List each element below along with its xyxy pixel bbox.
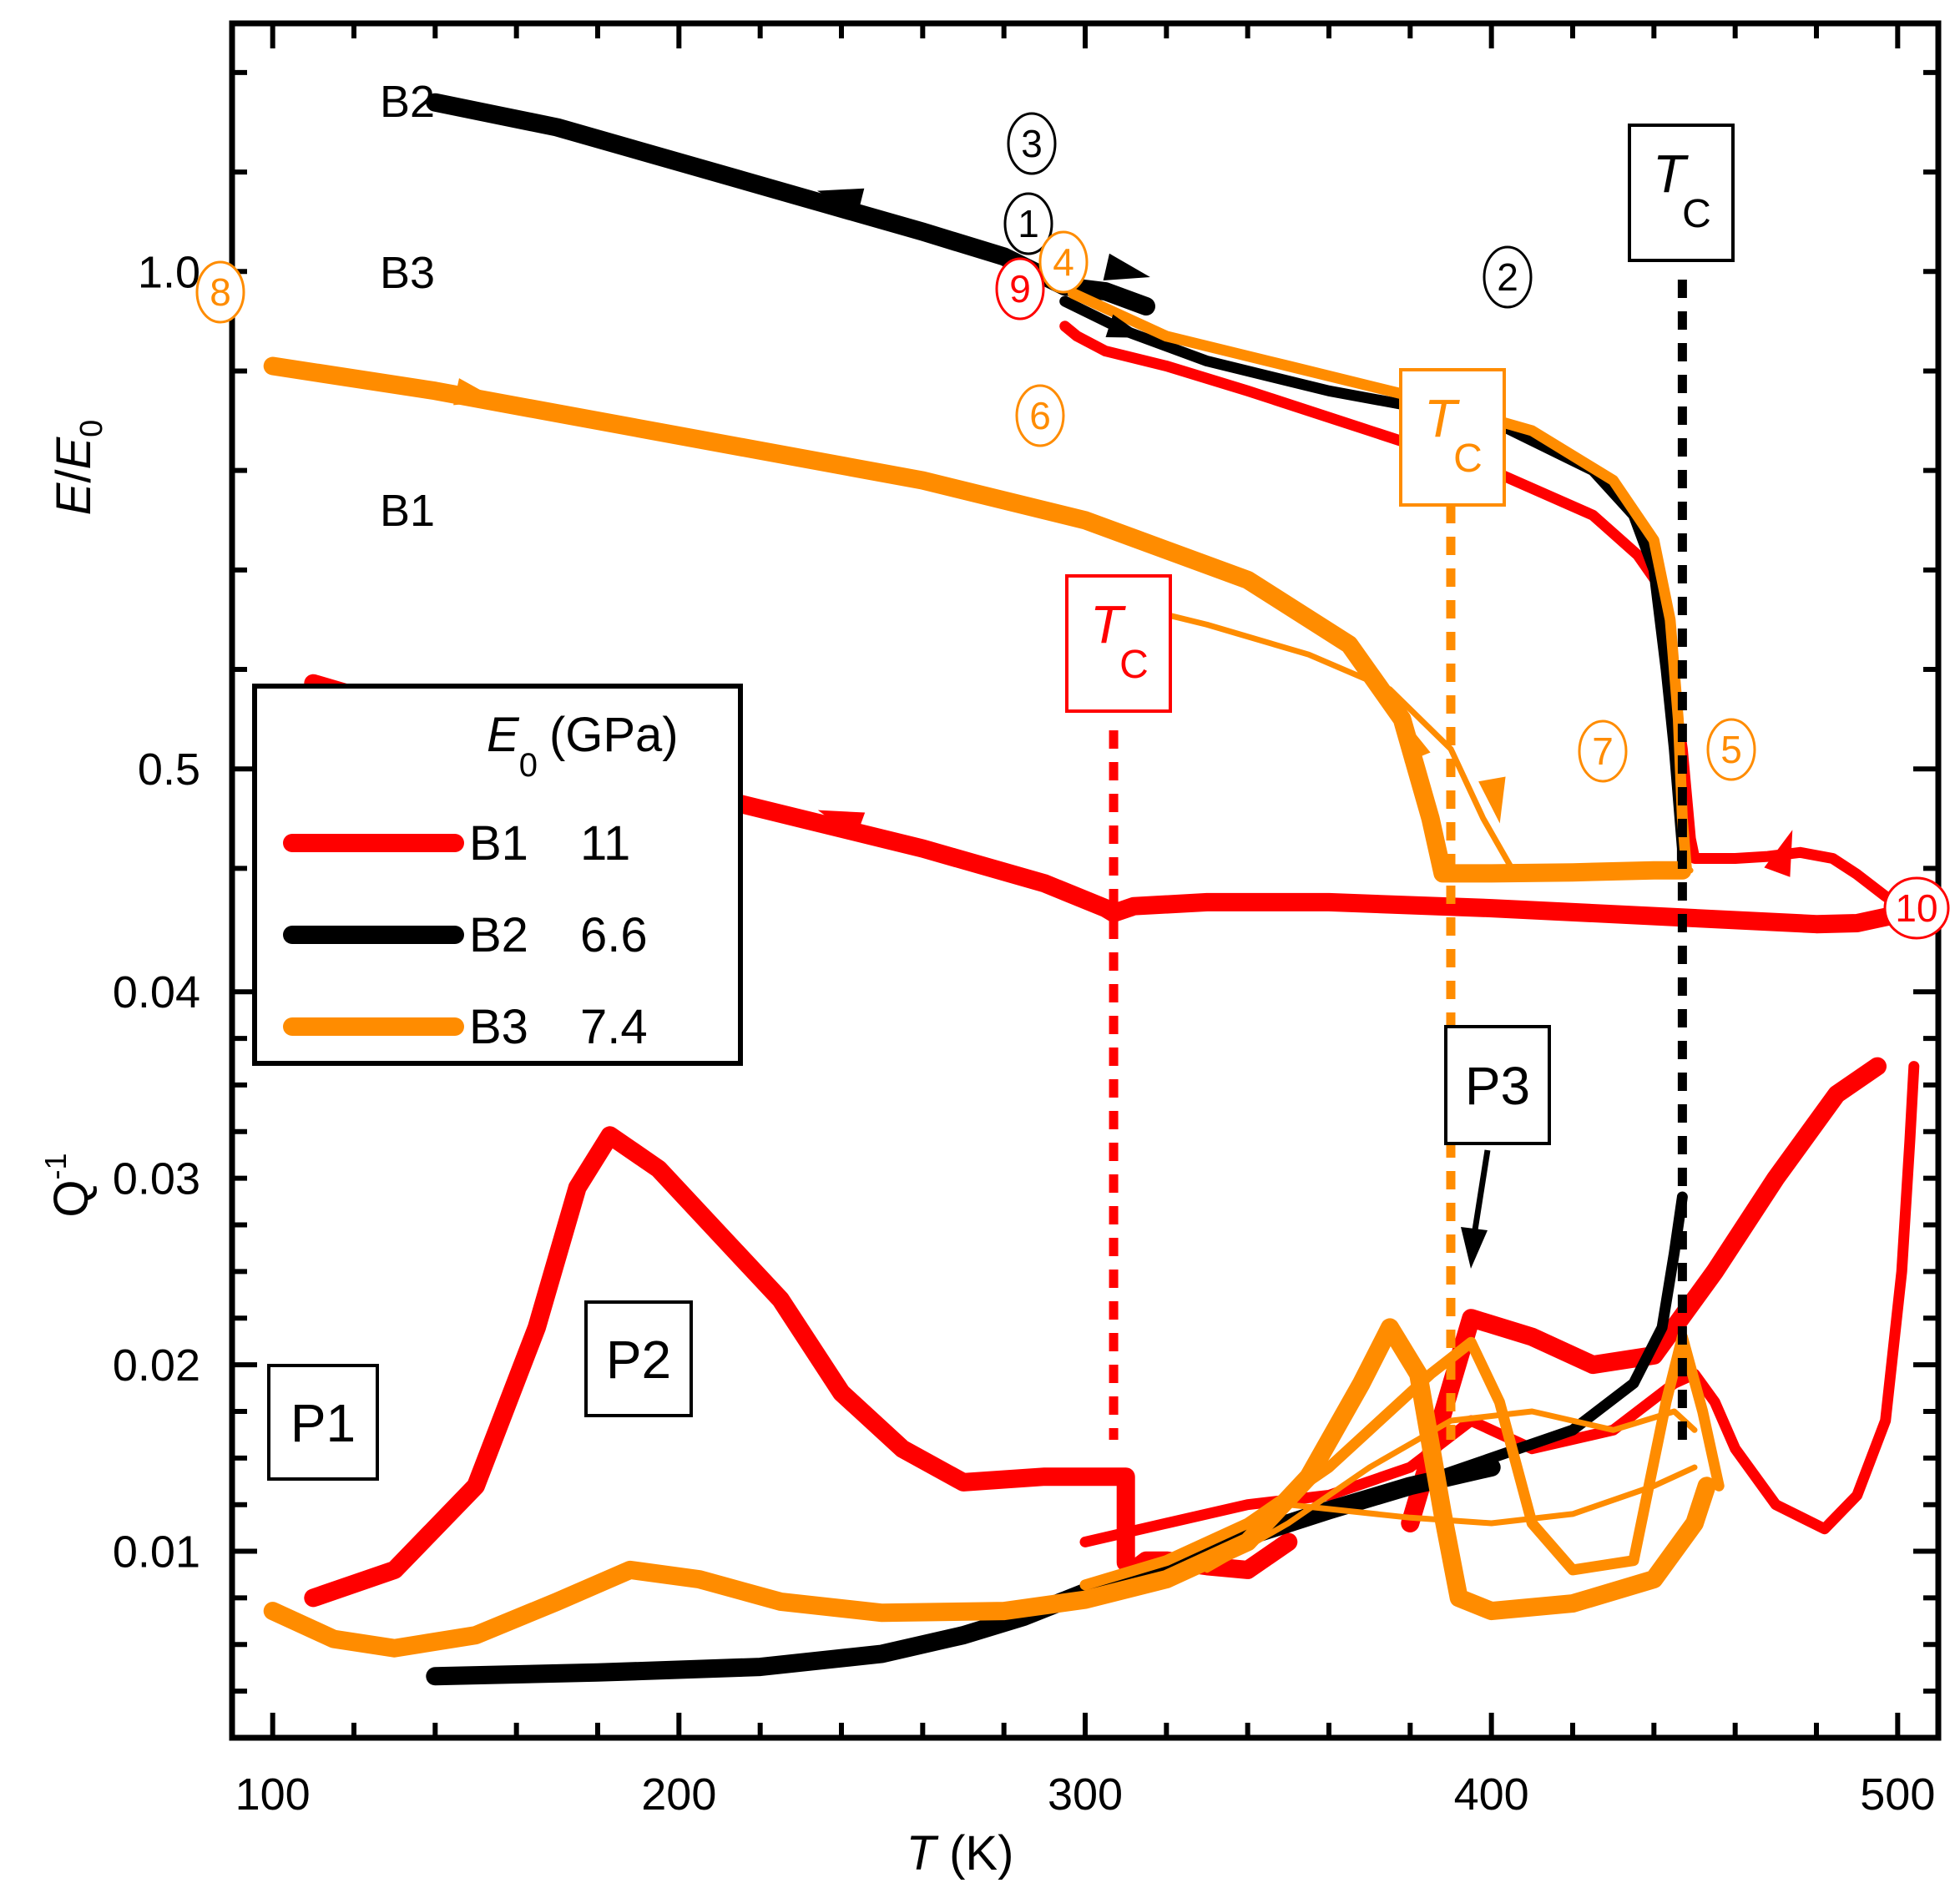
peak-label-p3: P3 [1465, 1056, 1530, 1116]
tc-box-b3 [1399, 368, 1506, 507]
step-marker-7 [1578, 719, 1628, 783]
legend-value-b3: 7.4 [580, 1000, 648, 1054]
legend-name-b1: B1 [469, 816, 528, 871]
curve-label-b2: B2 [380, 77, 435, 127]
y-tick-label-top: 0.5 [138, 745, 200, 795]
legend-name-b2: B2 [469, 908, 528, 962]
peak-label-p1: P1 [290, 1393, 356, 1453]
tc-box-b2 [1628, 124, 1735, 262]
damping-b3-curve-2 [1079, 1331, 1725, 1591]
x-tick-label: 300 [1048, 1769, 1123, 1820]
y-tick-label-bottom: 0.02 [113, 1340, 200, 1391]
damping-b2-curve-2 [1323, 1191, 1688, 1520]
step-marker-label-8: 8 [210, 270, 231, 314]
step-marker-label-7: 7 [1592, 729, 1614, 773]
step-marker-label-3: 3 [1021, 122, 1043, 165]
y-tick-label-bottom: 0.01 [113, 1527, 200, 1578]
transition-lines [1109, 280, 1687, 1440]
peak-box-p3 [1444, 1025, 1551, 1145]
y-tick-label-bottom: 0.04 [113, 967, 200, 1017]
damping-b1-curve-2 [1079, 1061, 1920, 1547]
x-tick-label: 100 [235, 1769, 311, 1820]
step-marker-1 [1003, 192, 1053, 255]
step-marker-label-2: 2 [1497, 255, 1518, 299]
curve-label-b3: B3 [380, 248, 435, 298]
peak-label-p2: P2 [606, 1330, 671, 1390]
labels: 100 200 300 400 500 0.5 1.0 0.01 0.02 0.03 0.04 T (… [38, 77, 1950, 1880]
peak-box-p1 [267, 1364, 379, 1481]
x-tick-label: 500 [1860, 1769, 1935, 1820]
b1-cooling-arrow-icon [817, 810, 866, 839]
legend-value-b2: 6.6 [580, 908, 648, 962]
b2-heating-arrow-icon [1103, 253, 1150, 280]
step-marker-9 [995, 257, 1045, 321]
damping-b3-curve-1 [263, 1318, 1716, 1658]
x-tick-label: 200 [641, 1769, 716, 1820]
step-marker-label-10: 10 [1895, 886, 1937, 930]
b1-heating-arrow-icon [1764, 830, 1793, 877]
damping-b3-curve-4 [1285, 1464, 1698, 1527]
y-tick-label-top: 1.0 [138, 247, 200, 297]
b3-heating-arrow-2-icon [1478, 776, 1506, 824]
step-marker-label-9: 9 [1009, 267, 1031, 310]
bottom-y-axis-title: Q-1 [38, 1153, 99, 1217]
legend-value-b1: 11 [580, 816, 630, 871]
legend-title: E0(GPa) [487, 708, 679, 784]
step-marker-10 [1883, 876, 1950, 940]
modulus-b3-curve-3 [263, 356, 1692, 883]
b2-cooling-arrow-icon [816, 188, 865, 215]
b2-heating-arrow-2-icon [1105, 314, 1147, 338]
step-marker-label-1: 1 [1018, 202, 1039, 245]
direction-arrows [453, 188, 1793, 877]
step-marker-2 [1483, 245, 1533, 309]
p3-pointer-arrowhead-icon [1461, 1227, 1488, 1269]
legend-box [252, 684, 743, 1066]
step-marker-8 [195, 260, 245, 324]
x-axis-title: T (K) [907, 1826, 1014, 1880]
curves [263, 93, 1920, 1686]
legend: E0(GPa) B1 11 B2 6.6 B3 7.4 [252, 684, 743, 1066]
step-marker-label-5: 5 [1720, 728, 1742, 771]
b3-cooling-arrow-icon [1401, 715, 1431, 763]
step-marker-3 [1007, 112, 1057, 175]
tc-box-b1 [1065, 574, 1172, 713]
step-marker-4 [1038, 230, 1089, 294]
step-marker-label-4: 4 [1053, 240, 1074, 284]
y-tick-label-bottom: 0.03 [113, 1154, 200, 1204]
b3-heating-arrow-icon [453, 378, 501, 406]
step-marker-6 [1015, 384, 1065, 447]
modulus-b3-curve-1 [1067, 288, 1692, 874]
legend-name-b3: B3 [469, 1000, 528, 1054]
step-marker-label-6: 6 [1029, 394, 1051, 437]
damping-b3-curve-3 [1204, 1408, 1698, 1573]
peak-box-p2 [584, 1300, 693, 1417]
p3-pointer [1471, 1149, 1491, 1236]
step-marker-5 [1706, 718, 1756, 781]
top-y-axis-title: E/E0 [47, 420, 109, 516]
x-tick-label: 400 [1454, 1769, 1529, 1820]
modulus-b2-curve-1 [426, 93, 1155, 316]
curve-label-b1: B1 [380, 486, 435, 536]
